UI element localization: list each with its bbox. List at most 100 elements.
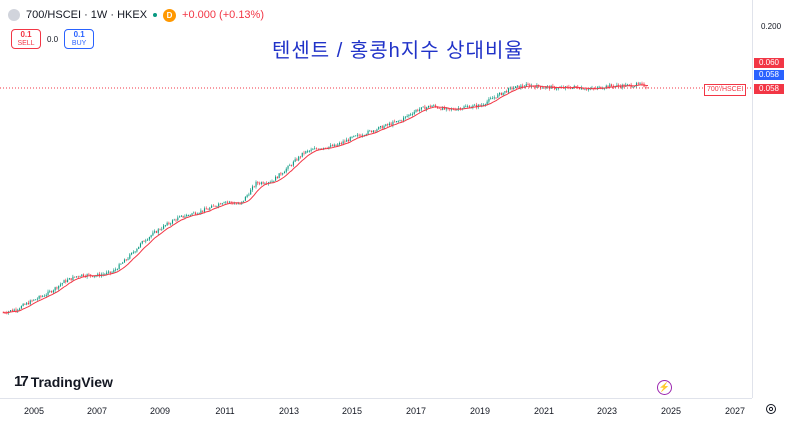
candle-body [129,254,131,259]
candle-body [35,299,37,301]
candle-body [138,246,140,250]
candle-body [337,144,339,146]
candle-body [63,280,65,284]
candle-body [515,86,517,89]
candle-body [605,85,607,88]
candle-body [72,276,74,281]
lightning-icon[interactable]: ⚡ [657,380,672,395]
time-tick: 2009 [149,406,171,416]
candle-body [399,120,401,122]
candle-body [420,107,422,110]
time-tick: 2015 [341,406,363,416]
candle-body [305,151,307,154]
candle-body [490,98,492,100]
candle-body [179,216,181,218]
candle-body [419,109,421,111]
candle-body [371,130,373,133]
candle-body [520,85,522,89]
candle-body [218,203,220,207]
candle-body [173,219,175,221]
candle-body [483,104,485,106]
candle-body [383,126,385,129]
candle-body [349,137,351,142]
candle-body [38,295,40,299]
candle-body [230,201,232,203]
candle-body [159,229,161,231]
candle-body [404,116,406,118]
candle-body [566,86,568,88]
candle-body [148,237,150,240]
candle-body [299,156,302,158]
candle-body [367,130,369,135]
candle-body [339,143,341,145]
candle-body [433,105,435,107]
candle-body [45,294,47,296]
candle-body [273,180,275,182]
candle-body [33,299,35,301]
candle-body [26,302,28,305]
candle-body [331,145,334,147]
delayed-badge[interactable]: D [163,8,177,22]
symbol-title[interactable]: 700/HSCEI · 1W · HKEX [26,9,148,21]
candle-body [618,84,620,86]
candle-body [31,300,33,302]
candle-body [49,291,51,292]
tradingview-wordmark: TradingView [30,373,113,390]
candle-body [225,201,227,203]
candle-body [202,210,204,212]
candle-body [417,109,419,111]
candle-body [166,222,168,226]
candle-body [132,252,134,254]
candle-body [131,252,133,255]
price-tick: 0.200 [761,22,782,31]
candle-body [125,259,127,261]
gear-icon[interactable] [765,403,777,415]
candle-body [506,91,508,93]
candle-body [207,209,209,211]
candle-body [221,203,223,205]
candle-body [422,106,424,108]
candle-body [314,148,316,150]
candle-body [157,229,159,233]
candle-body [285,168,287,172]
candle-body [120,263,122,265]
candle-body [344,141,346,143]
candle-body [106,272,108,275]
time-tick: 2017 [405,406,427,416]
symbol-bar[interactable]: 700/HSCEI · 1W · HKEX D +0.000 (+0.13%) [8,6,264,24]
price-label-high: 0.060 [754,58,784,68]
candle-body [573,86,575,88]
candle-body [628,84,630,86]
candle-body [115,269,117,271]
candle-body [175,219,177,221]
candle-body [401,120,403,122]
price-scale[interactable]: 0.200 0.060 0.058 0.058 [752,0,794,398]
candle-body [74,276,76,278]
buy-button[interactable]: 0.1 BUY [64,29,95,49]
candle-body [54,287,56,291]
candle-body [193,212,195,214]
candle-body [495,97,497,99]
candle-body [607,85,609,88]
candle-body [557,87,559,89]
candle-body [20,305,22,309]
candle-body [43,295,46,297]
candle-body [502,92,504,96]
candle-body [10,310,12,312]
candle-body [491,98,494,100]
candle-body [203,208,206,212]
candle-body [234,203,236,205]
candle-body [637,83,639,85]
sell-button[interactable]: 0.1 SELL [11,29,41,49]
candle-body [555,88,558,90]
candle-body [267,182,270,184]
time-axis[interactable]: 2005 2007 2009 2011 2013 2015 2017 2019 … [0,398,752,424]
tradingview-logo[interactable]: 17 TradingView [14,373,113,390]
candle-body [445,108,447,110]
candle-body [529,84,531,87]
series-tag[interactable]: 700'/HSCEI [704,84,747,96]
candle-body [134,251,136,253]
candle-body [77,276,79,278]
tradingview-mark-icon: 17 [14,373,29,390]
